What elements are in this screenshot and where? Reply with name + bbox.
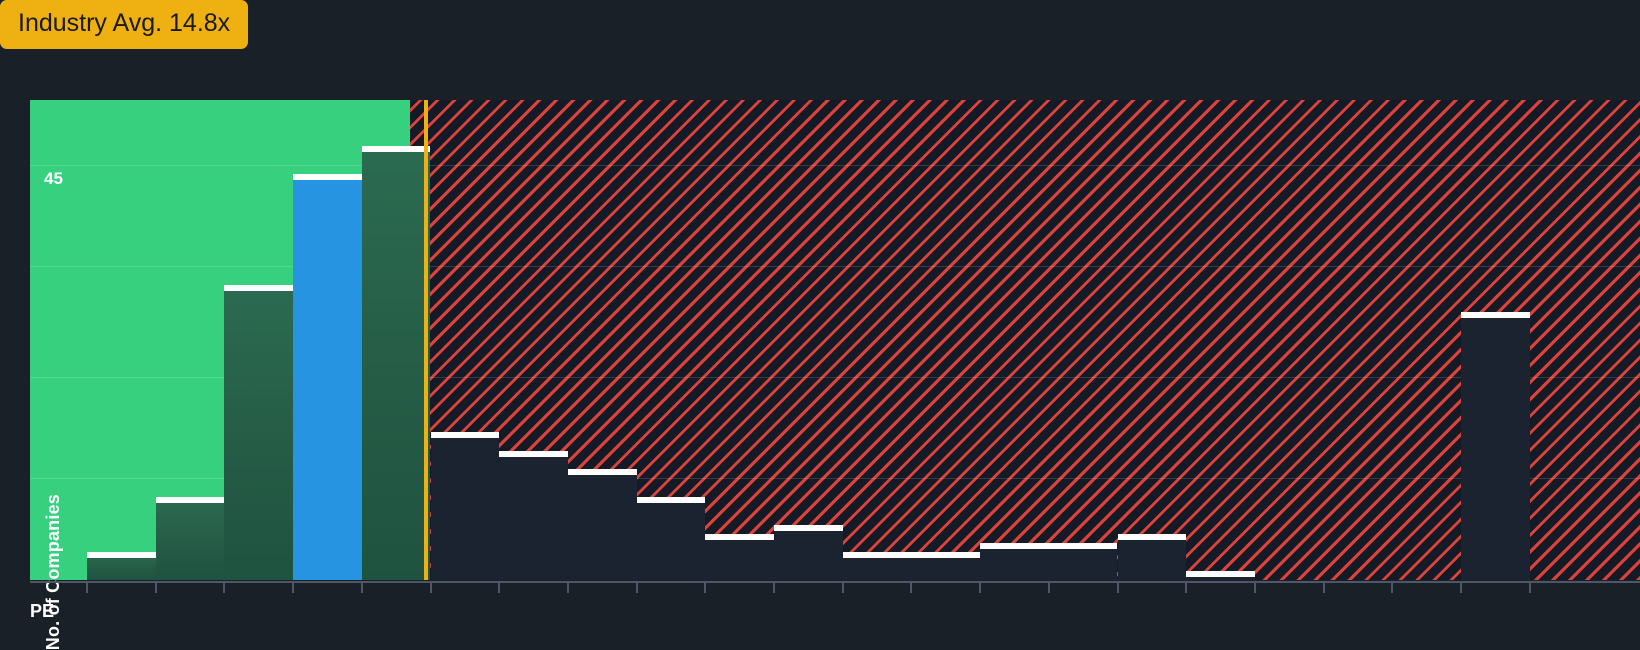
x-axis-tick xyxy=(498,583,501,593)
x-axis-tick xyxy=(1322,583,1325,593)
gridline xyxy=(30,376,1640,378)
bar-body xyxy=(155,496,225,580)
x-axis-tick xyxy=(1253,583,1256,593)
x-axis-tick xyxy=(704,583,707,593)
x-axis-line xyxy=(30,581,1640,583)
x-axis-tick xyxy=(910,583,913,593)
bar-body xyxy=(980,543,1049,580)
x-axis-tick xyxy=(635,583,638,593)
bar-cap xyxy=(430,432,500,439)
histogram-bar[interactable] xyxy=(1461,312,1530,580)
histogram-bar[interactable] xyxy=(224,284,294,580)
bar-cap xyxy=(293,173,362,180)
x-axis-tick xyxy=(292,583,295,593)
histogram-bar[interactable] xyxy=(705,533,774,580)
histogram-bar[interactable] xyxy=(499,450,568,580)
bar-cap xyxy=(842,552,912,559)
histogram-bar[interactable] xyxy=(980,543,1049,580)
bar-cap xyxy=(980,543,1049,550)
x-axis-tick xyxy=(841,583,844,593)
plot-area xyxy=(30,100,1640,580)
x-axis-tick xyxy=(1528,583,1531,593)
bar-body xyxy=(567,469,637,580)
bar-cap xyxy=(155,496,225,503)
x-axis-tick xyxy=(566,583,569,593)
histogram-bar[interactable] xyxy=(1186,570,1255,580)
industry-pe-marker-line xyxy=(423,100,428,580)
bar-body xyxy=(774,524,843,580)
bar-cap xyxy=(1048,543,1118,550)
bar-cap xyxy=(774,524,843,531)
histogram-bar[interactable] xyxy=(430,432,500,580)
bar-body xyxy=(636,496,706,580)
x-axis-tick xyxy=(979,583,982,593)
bar-cap xyxy=(1186,570,1255,577)
x-axis-tick xyxy=(1185,583,1188,593)
bar-body xyxy=(499,450,568,580)
industry-callout[interactable]: Industry Avg. 14.8x xyxy=(0,0,249,49)
bar-body xyxy=(705,533,774,580)
histogram-bar[interactable] xyxy=(911,552,981,580)
x-axis-tick xyxy=(1391,583,1394,593)
bar-cap xyxy=(1117,533,1187,540)
bar-cap xyxy=(1461,312,1530,319)
histogram-bar[interactable] xyxy=(842,552,912,580)
bar-body xyxy=(1048,543,1118,580)
bar-body xyxy=(361,146,431,580)
histogram-bar[interactable] xyxy=(87,552,156,580)
bar-body xyxy=(1461,312,1530,580)
bar-cap xyxy=(567,469,637,476)
histogram-bar[interactable] xyxy=(361,146,431,580)
x-axis-prefix-label: PE xyxy=(30,601,55,621)
bar-cap xyxy=(705,533,774,540)
bar-body xyxy=(293,173,362,580)
x-axis-tick xyxy=(154,583,157,593)
x-axis-tick xyxy=(223,583,226,593)
bar-cap xyxy=(224,284,294,291)
bar-cap xyxy=(636,496,706,503)
y-axis-tick-label: 45 xyxy=(44,168,63,188)
bar-cap xyxy=(361,146,431,153)
histogram-bar[interactable] xyxy=(636,496,706,580)
x-axis-tick xyxy=(773,583,775,593)
bar-body xyxy=(1117,533,1187,580)
x-axis-tick xyxy=(1460,583,1462,593)
x-axis-tick xyxy=(429,583,432,593)
bar-body xyxy=(430,432,500,580)
x-axis-tick xyxy=(1047,583,1050,593)
x-axis-tick xyxy=(86,583,88,593)
gridline xyxy=(30,266,1640,268)
histogram-bar[interactable] xyxy=(155,496,225,580)
expensive-zone-background xyxy=(409,100,1640,580)
histogram-bar[interactable] xyxy=(1048,543,1118,580)
x-axis-tick xyxy=(360,583,363,593)
x-axis-tick xyxy=(1116,583,1119,593)
gridline xyxy=(30,164,1640,166)
y-axis-title: No. of Companies xyxy=(43,493,63,650)
histogram-bar[interactable] xyxy=(774,524,843,580)
bar-body xyxy=(224,284,294,580)
bar-cap xyxy=(499,450,568,457)
gridline xyxy=(30,478,1640,480)
histogram-bar[interactable] xyxy=(567,469,637,580)
highlight-bar[interactable] xyxy=(293,173,362,580)
bar-cap xyxy=(911,552,981,559)
histogram-bar[interactable] xyxy=(1117,533,1187,580)
bar-cap xyxy=(87,552,156,559)
